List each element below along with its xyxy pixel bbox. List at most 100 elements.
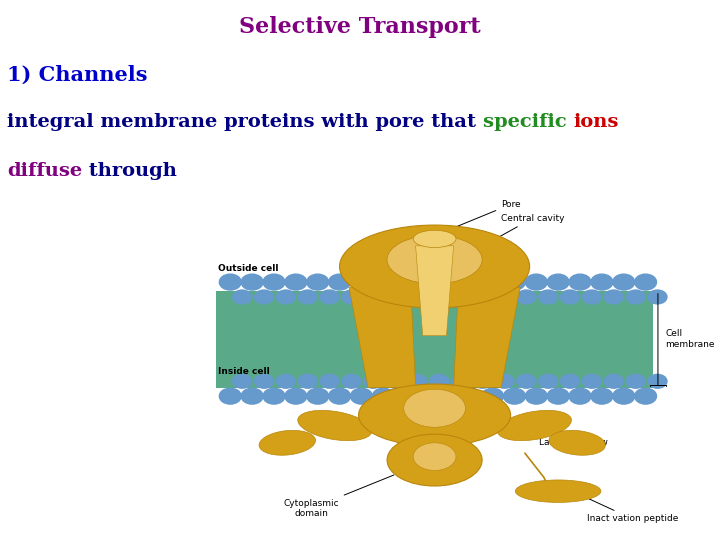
Circle shape (342, 374, 361, 388)
Circle shape (648, 290, 667, 304)
Circle shape (372, 388, 395, 404)
Circle shape (328, 388, 351, 404)
Text: Inside cell: Inside cell (218, 367, 270, 376)
Ellipse shape (498, 410, 572, 441)
Circle shape (416, 388, 438, 404)
Circle shape (285, 274, 307, 290)
Circle shape (473, 374, 492, 388)
Circle shape (254, 374, 274, 388)
Circle shape (526, 274, 547, 290)
Text: integral membrane proteins with pore that: integral membrane proteins with pore tha… (7, 113, 483, 131)
Ellipse shape (359, 384, 510, 446)
Circle shape (591, 274, 613, 290)
Circle shape (372, 274, 395, 290)
Circle shape (438, 388, 460, 404)
Ellipse shape (516, 480, 601, 502)
Circle shape (220, 274, 241, 290)
Circle shape (503, 274, 526, 290)
Circle shape (386, 290, 405, 304)
Circle shape (626, 290, 645, 304)
Circle shape (395, 388, 416, 404)
Circle shape (591, 388, 613, 404)
Circle shape (241, 388, 263, 404)
Text: 1) Channels: 1) Channels (7, 65, 148, 85)
Text: Cell
membrane: Cell membrane (665, 329, 714, 349)
Circle shape (560, 374, 580, 388)
Circle shape (634, 274, 657, 290)
Text: through: through (82, 162, 177, 180)
Circle shape (547, 388, 569, 404)
Polygon shape (415, 246, 454, 336)
Circle shape (460, 388, 482, 404)
Circle shape (351, 388, 372, 404)
Circle shape (351, 274, 372, 290)
Circle shape (495, 290, 514, 304)
Ellipse shape (404, 389, 466, 427)
Circle shape (342, 290, 361, 304)
Circle shape (482, 388, 503, 404)
Circle shape (626, 374, 645, 388)
Ellipse shape (413, 443, 456, 470)
Circle shape (364, 290, 383, 304)
Text: Outside cell: Outside cell (218, 264, 279, 273)
Circle shape (482, 274, 503, 290)
Circle shape (613, 274, 634, 290)
Circle shape (451, 290, 470, 304)
Circle shape (451, 374, 470, 388)
Circle shape (408, 374, 426, 388)
Text: Cytoplasmic
domain: Cytoplasmic domain (283, 475, 394, 518)
Ellipse shape (387, 235, 482, 284)
Circle shape (364, 374, 383, 388)
Ellipse shape (298, 410, 372, 441)
Ellipse shape (387, 434, 482, 486)
Circle shape (539, 290, 558, 304)
Text: Lateral window: Lateral window (485, 423, 608, 447)
Text: ions: ions (573, 113, 618, 131)
Circle shape (298, 290, 318, 304)
Circle shape (429, 374, 449, 388)
Circle shape (254, 290, 274, 304)
Circle shape (604, 290, 624, 304)
Text: diffuse: diffuse (7, 162, 82, 180)
Circle shape (233, 374, 252, 388)
Circle shape (517, 374, 536, 388)
Circle shape (582, 374, 601, 388)
Circle shape (328, 274, 351, 290)
Circle shape (438, 274, 460, 290)
Circle shape (634, 388, 657, 404)
Text: Selective Transport: Selective Transport (239, 16, 481, 38)
Circle shape (539, 374, 558, 388)
Polygon shape (216, 291, 653, 388)
Circle shape (395, 274, 416, 290)
Circle shape (495, 374, 514, 388)
Ellipse shape (549, 430, 606, 455)
Circle shape (241, 274, 263, 290)
Circle shape (473, 290, 492, 304)
Text: Pore: Pore (442, 200, 521, 233)
Circle shape (429, 290, 449, 304)
Circle shape (416, 274, 438, 290)
Circle shape (582, 290, 601, 304)
Circle shape (263, 388, 285, 404)
Circle shape (276, 374, 295, 388)
Circle shape (517, 290, 536, 304)
Circle shape (276, 290, 295, 304)
Circle shape (408, 290, 426, 304)
Circle shape (298, 374, 318, 388)
Circle shape (263, 274, 285, 290)
Text: Central cavity: Central cavity (451, 214, 564, 264)
Circle shape (547, 274, 569, 290)
Text: specific: specific (483, 113, 573, 131)
Text: Inact vation peptide: Inact vation peptide (575, 492, 678, 523)
Polygon shape (349, 287, 415, 388)
Circle shape (320, 290, 339, 304)
Circle shape (320, 374, 339, 388)
Circle shape (503, 388, 526, 404)
Circle shape (604, 374, 624, 388)
Circle shape (560, 290, 580, 304)
Circle shape (233, 290, 252, 304)
Circle shape (526, 388, 547, 404)
Circle shape (307, 388, 328, 404)
Circle shape (613, 388, 634, 404)
Circle shape (460, 274, 482, 290)
